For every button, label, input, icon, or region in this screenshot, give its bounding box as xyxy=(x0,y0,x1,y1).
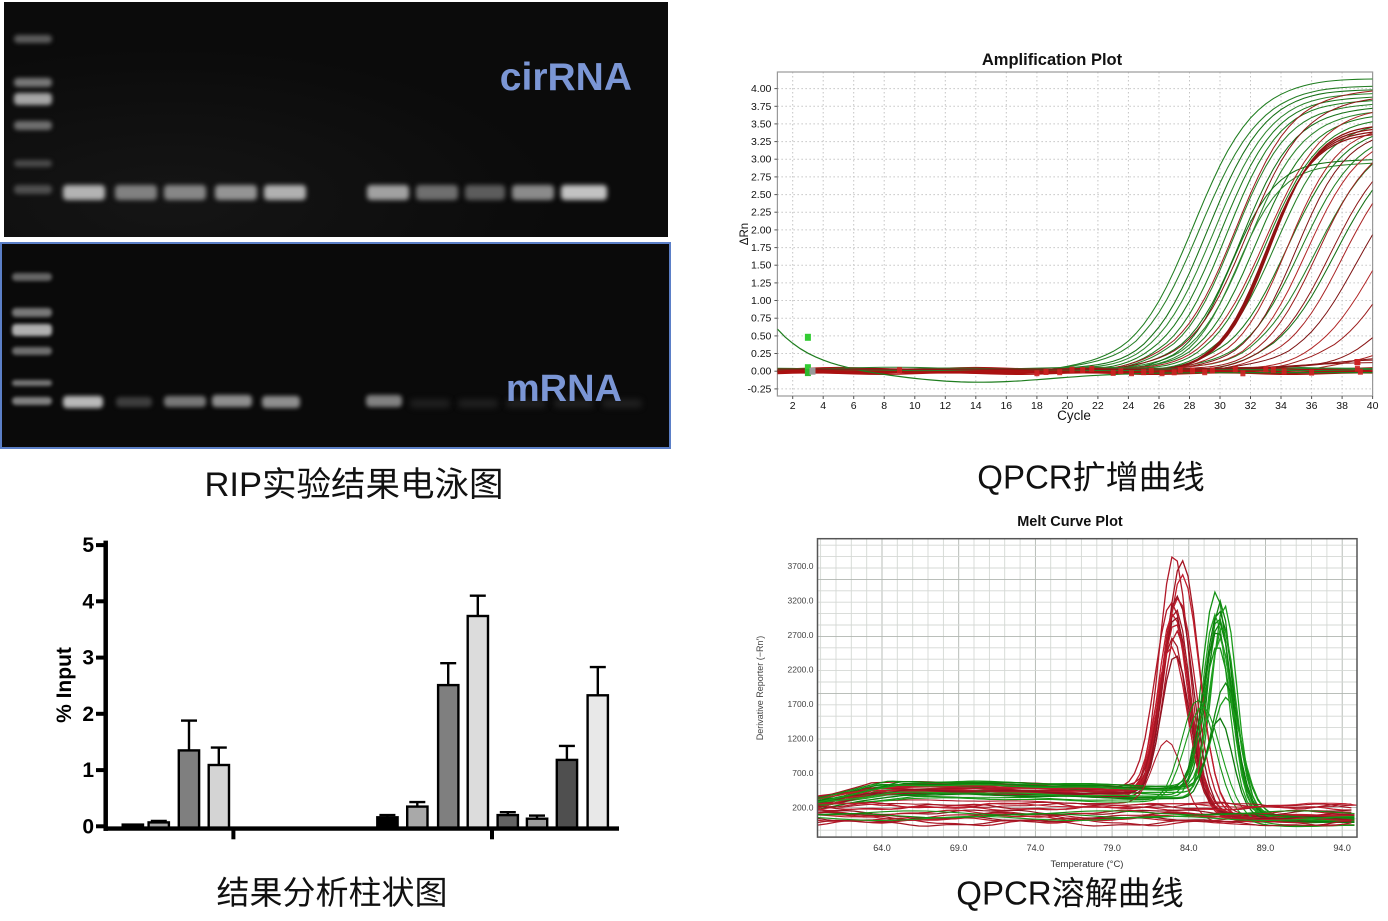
svg-text:34: 34 xyxy=(1275,400,1287,412)
svg-text:84.0: 84.0 xyxy=(1180,843,1198,853)
svg-text:4.00: 4.00 xyxy=(751,83,772,95)
svg-text:94.0: 94.0 xyxy=(1333,843,1351,853)
svg-text:4: 4 xyxy=(82,590,94,613)
svg-text:18: 18 xyxy=(1031,400,1043,412)
svg-text:0.00: 0.00 xyxy=(751,366,772,378)
svg-text:3200.0: 3200.0 xyxy=(788,595,814,605)
svg-text:2700.0: 2700.0 xyxy=(788,630,814,640)
svg-text:1200.0: 1200.0 xyxy=(788,733,814,743)
svg-text:1700.0: 1700.0 xyxy=(788,699,814,709)
svg-text:Temperature (°C): Temperature (°C) xyxy=(1051,859,1124,870)
svg-text:3.50: 3.50 xyxy=(751,118,772,130)
svg-text:% Input: % Input xyxy=(53,647,76,723)
svg-text:69.0: 69.0 xyxy=(950,843,968,853)
svg-text:Derivative Reporter (−Rn′): Derivative Reporter (−Rn′) xyxy=(755,636,765,740)
svg-text:2: 2 xyxy=(82,703,94,726)
svg-text:Melt Curve Plot: Melt Curve Plot xyxy=(1017,514,1123,530)
svg-text:-0.25: -0.25 xyxy=(747,383,771,395)
svg-text:2200.0: 2200.0 xyxy=(788,664,814,674)
svg-text:5: 5 xyxy=(82,534,94,557)
svg-text:38: 38 xyxy=(1336,400,1348,412)
svg-text:16: 16 xyxy=(1000,400,1012,412)
svg-text:3.00: 3.00 xyxy=(751,154,772,166)
svg-text:0.25: 0.25 xyxy=(751,348,772,360)
svg-text:64.0: 64.0 xyxy=(873,843,891,853)
svg-text:28: 28 xyxy=(1184,400,1196,412)
svg-text:1.25: 1.25 xyxy=(751,277,772,289)
svg-text:Amplification Plot: Amplification Plot xyxy=(982,51,1123,69)
svg-text:6: 6 xyxy=(851,400,857,412)
svg-text:79.0: 79.0 xyxy=(1103,843,1121,853)
svg-text:24: 24 xyxy=(1123,400,1135,412)
svg-text:12: 12 xyxy=(939,400,951,412)
svg-text:ΔRn: ΔRn xyxy=(739,223,751,245)
svg-text:200.0: 200.0 xyxy=(792,802,814,812)
svg-text:3.75: 3.75 xyxy=(751,101,772,113)
svg-text:QPCR: QPCR xyxy=(977,459,1072,496)
svg-text:Cycle: Cycle xyxy=(1057,408,1091,423)
svg-text:2.50: 2.50 xyxy=(751,189,772,201)
svg-text:22: 22 xyxy=(1092,400,1104,412)
svg-text:74.0: 74.0 xyxy=(1027,843,1045,853)
svg-text:4: 4 xyxy=(820,400,826,412)
svg-text:30: 30 xyxy=(1214,400,1226,412)
svg-text:700.0: 700.0 xyxy=(792,768,814,778)
svg-text:8: 8 xyxy=(881,400,887,412)
svg-text:2: 2 xyxy=(790,400,796,412)
svg-text:14: 14 xyxy=(970,400,982,412)
svg-text:10: 10 xyxy=(909,400,921,412)
svg-text:3.25: 3.25 xyxy=(751,136,772,148)
svg-text:36: 36 xyxy=(1306,400,1318,412)
svg-text:0: 0 xyxy=(82,815,94,838)
svg-text:0.50: 0.50 xyxy=(751,330,772,342)
svg-text:20: 20 xyxy=(1062,400,1074,412)
svg-text:40: 40 xyxy=(1367,400,1379,412)
svg-text:2.75: 2.75 xyxy=(751,171,772,183)
svg-text:32: 32 xyxy=(1245,400,1257,412)
svg-text:RIP: RIP xyxy=(205,466,263,504)
svg-text:0.75: 0.75 xyxy=(751,313,772,325)
svg-text:3: 3 xyxy=(82,647,94,670)
svg-text:26: 26 xyxy=(1153,400,1165,412)
svg-text:QPCR: QPCR xyxy=(956,875,1051,912)
svg-text:1: 1 xyxy=(82,759,94,782)
svg-text:3700.0: 3700.0 xyxy=(788,561,814,571)
svg-text:89.0: 89.0 xyxy=(1257,843,1275,853)
svg-text:1.75: 1.75 xyxy=(751,242,772,254)
svg-text:2.25: 2.25 xyxy=(751,207,772,219)
svg-text:2.00: 2.00 xyxy=(751,224,772,236)
svg-text:1.00: 1.00 xyxy=(751,295,772,307)
svg-text:1.50: 1.50 xyxy=(751,260,772,272)
